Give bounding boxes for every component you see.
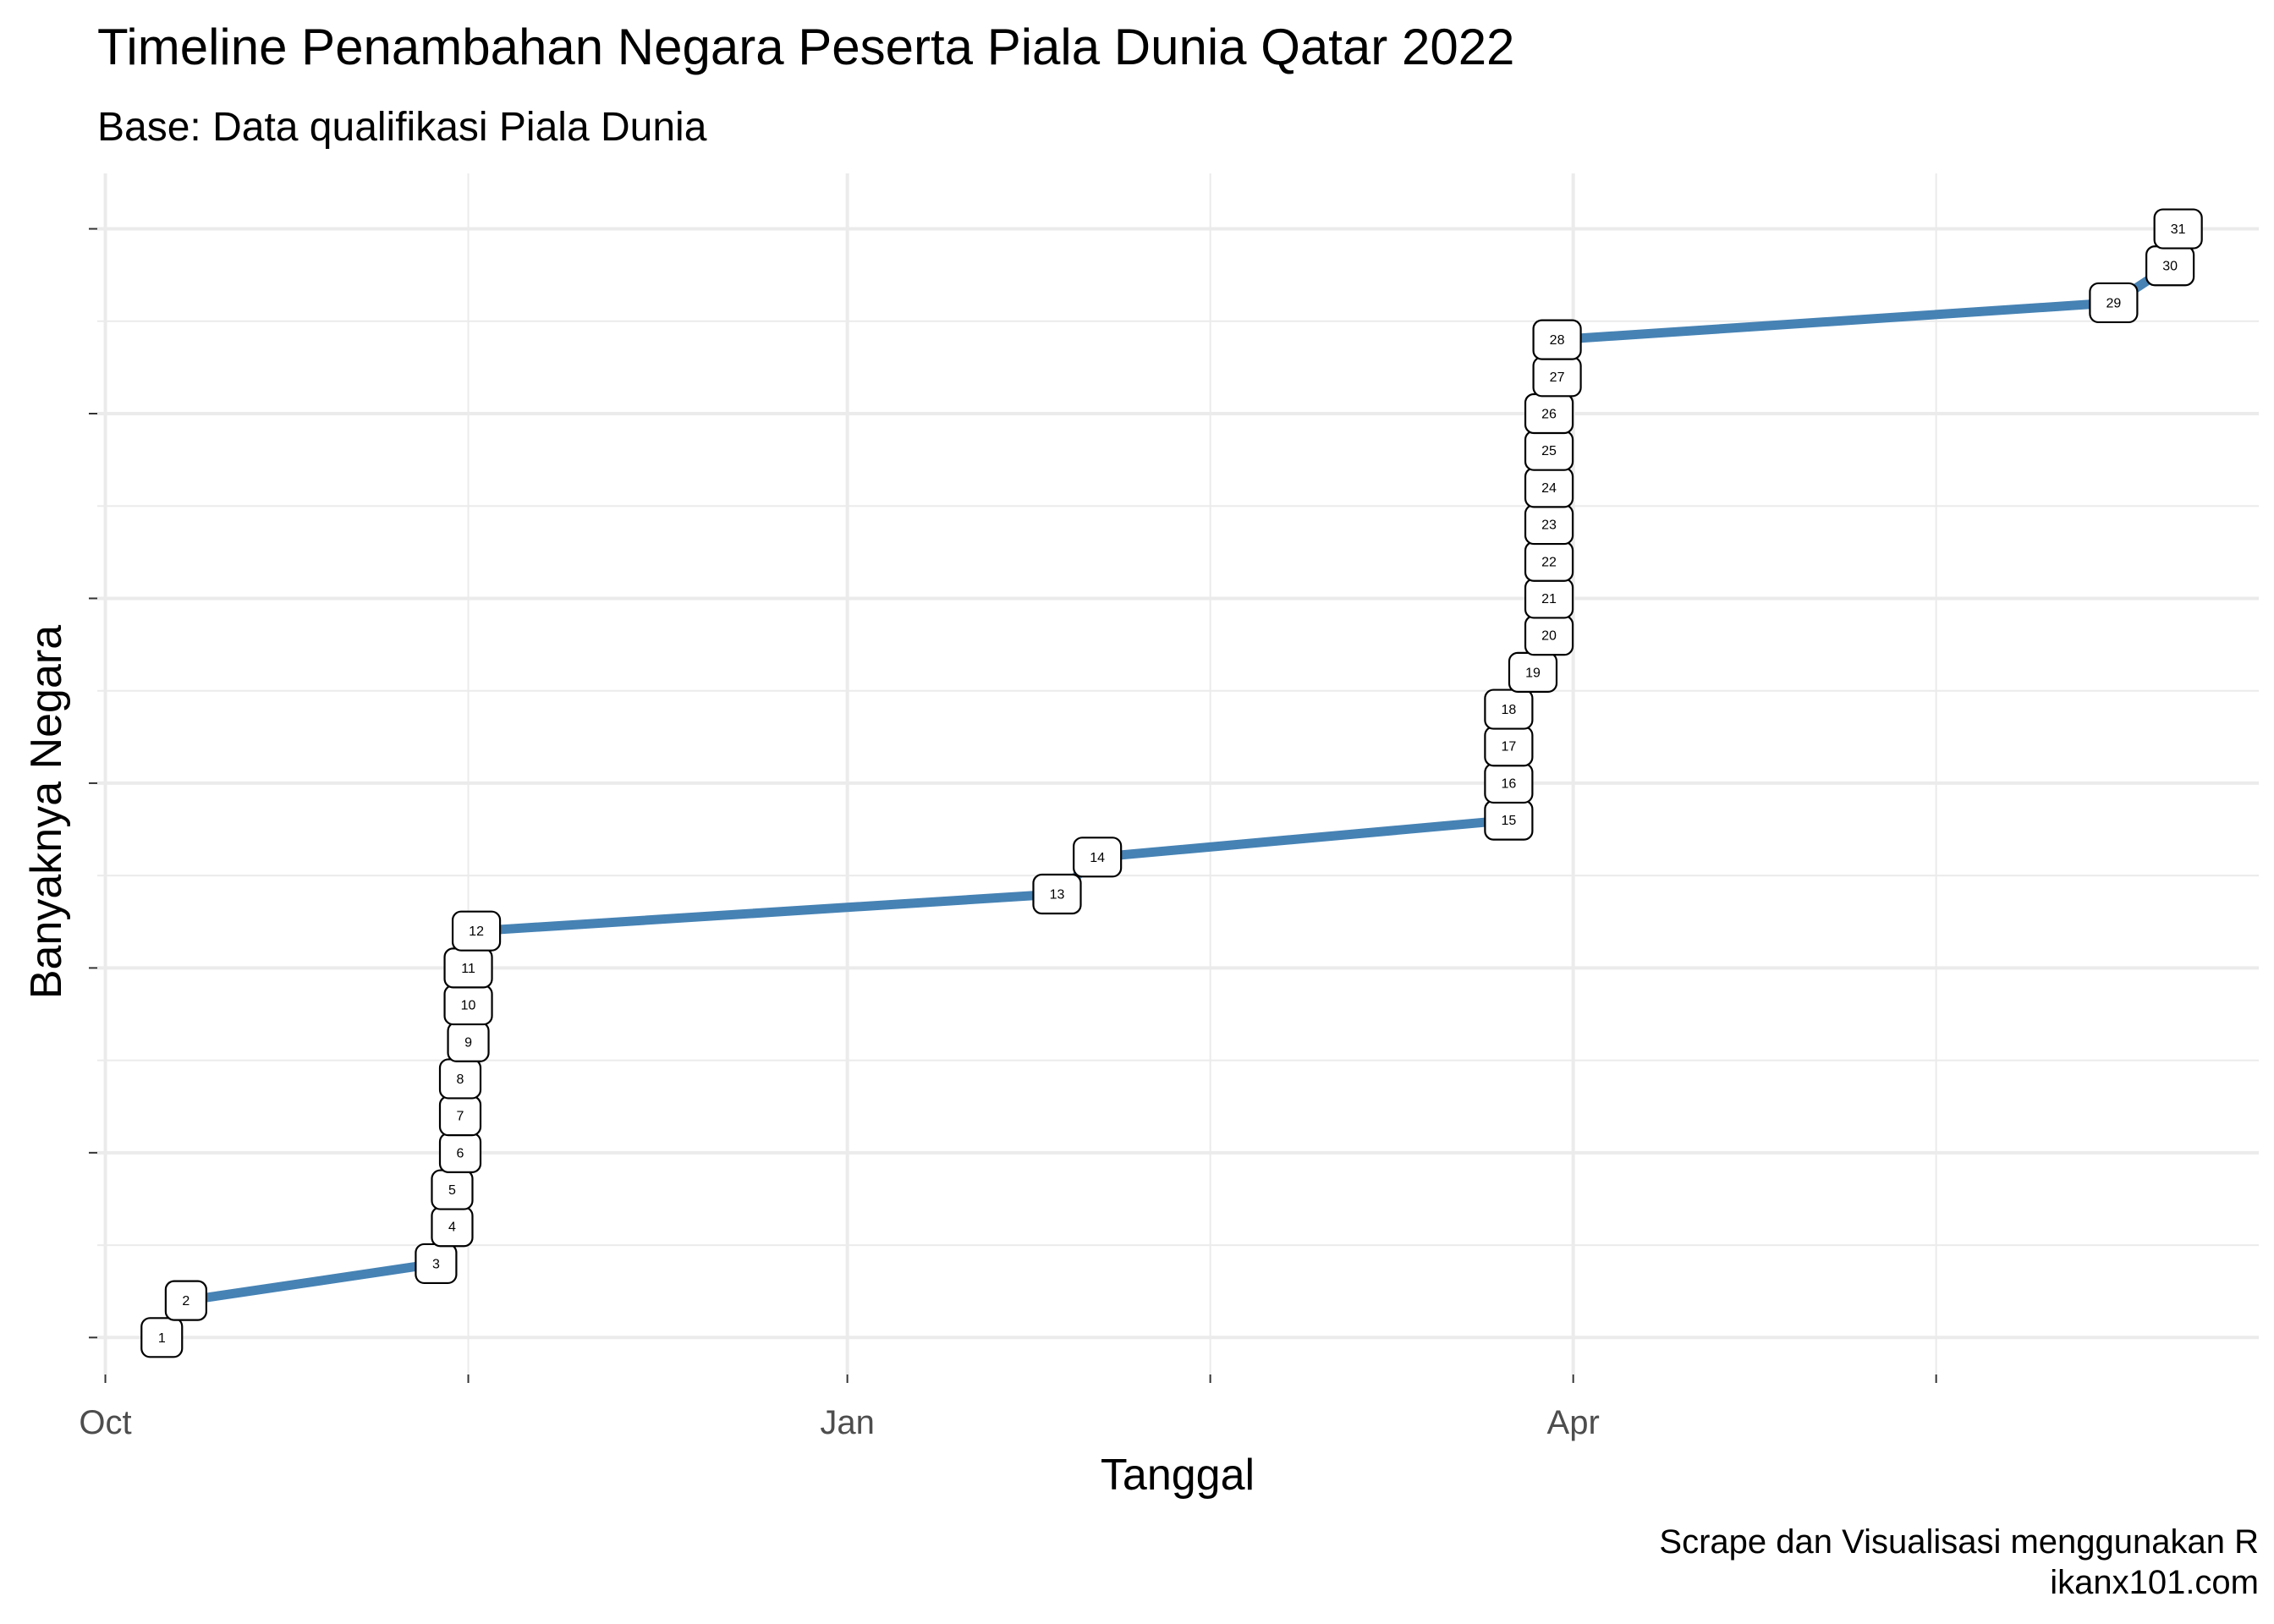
data-point-text: 22 (1541, 555, 1557, 569)
data-point-box (2089, 282, 2139, 324)
data-point-label: 15 (1484, 799, 1534, 841)
data-point-label: 5 (431, 1169, 474, 1210)
data-point-label: 22 (1524, 540, 1574, 582)
grid (97, 173, 2259, 1374)
data-point-label: 23 (1524, 503, 1574, 546)
chart-subtitle: Base: Data qualifikasi Piala Dunia (97, 105, 707, 150)
data-point-text: 7 (457, 1110, 464, 1124)
data-point-box (451, 910, 502, 952)
axis-ticks (89, 228, 1937, 1383)
data-point-label: 9 (447, 1021, 490, 1062)
data-point-box (2153, 208, 2203, 250)
data-point-label: 1 (140, 1317, 184, 1358)
data-point-box (1032, 873, 1082, 915)
data-point-text: 8 (457, 1073, 464, 1087)
data-point-label: 17 (1484, 726, 1534, 767)
data-point-box (1073, 837, 1123, 878)
data-point-text: 27 (1550, 370, 1565, 385)
x-axis-title: Tanggal (1101, 1451, 1255, 1500)
data-point-box (164, 1280, 207, 1321)
x-tick-label: Jan (820, 1404, 875, 1441)
data-point-text: 14 (1090, 851, 1105, 865)
data-point-text: 23 (1541, 518, 1557, 533)
data-point-text: 15 (1501, 814, 1516, 828)
data-point-text: 26 (1541, 408, 1557, 422)
data-point-label: 3 (415, 1243, 458, 1285)
data-point-text: 12 (469, 924, 484, 939)
x-tick-label: Apr (1547, 1404, 1600, 1441)
data-point-text: 25 (1541, 444, 1557, 458)
data-point-label: 10 (443, 984, 493, 1026)
data-point-label: 8 (438, 1058, 482, 1100)
data-point-label: 14 (1073, 837, 1123, 878)
data-point-label: 21 (1524, 578, 1574, 619)
x-tick-label: Oct (79, 1404, 131, 1441)
data-point-text: 16 (1501, 776, 1516, 791)
data-point-label: 11 (443, 947, 493, 989)
data-point-text: 11 (461, 962, 475, 976)
data-point-text: 29 (2106, 296, 2121, 310)
data-point-text: 10 (461, 999, 476, 1013)
data-point-label: 20 (1524, 615, 1574, 656)
caption-line-2: ikanx101.com (2050, 1564, 2259, 1601)
data-point-text: 20 (1541, 629, 1557, 644)
data-point-label: 13 (1032, 873, 1082, 915)
data-point-text: 13 (1050, 888, 1065, 903)
data-point-label: 24 (1524, 467, 1574, 508)
data-point-label: 18 (1484, 689, 1534, 730)
data-point-label: 2 (164, 1280, 207, 1321)
data-point-text: 31 (2171, 222, 2186, 237)
data-point-box (1532, 319, 1582, 360)
data-point-text: 6 (457, 1146, 464, 1160)
data-point-label: 6 (438, 1132, 482, 1173)
x-tick-labels: Oct Jan Apr (79, 1404, 1599, 1441)
data-point-label: 30 (2145, 245, 2195, 287)
data-point-text: 24 (1541, 481, 1557, 496)
data-point-text: 1 (158, 1331, 166, 1346)
data-point-text: 5 (448, 1183, 456, 1198)
data-point-label: 28 (1532, 319, 1582, 360)
data-point-text: 17 (1501, 740, 1516, 754)
data-point-label: 29 (2089, 282, 2139, 324)
data-point-label: 26 (1524, 392, 1574, 435)
data-point-label: 7 (438, 1095, 482, 1137)
chart-title: Timeline Penambahan Negara Peserta Piala… (97, 19, 1514, 75)
data-point-text: 3 (432, 1257, 440, 1271)
data-point-box (140, 1317, 184, 1358)
data-point-label: 12 (451, 910, 502, 952)
data-point-text: 19 (1525, 666, 1541, 680)
data-point-text: 2 (182, 1294, 190, 1309)
y-axis-title: Banyaknya Negara (22, 625, 71, 999)
data-point-text: 30 (2162, 260, 2178, 274)
data-point-text: 21 (1541, 592, 1557, 606)
data-point-text: 28 (1550, 333, 1565, 348)
data-point-label: 27 (1532, 356, 1582, 398)
data-point-box (1484, 689, 1534, 730)
data-point-text: 4 (448, 1221, 456, 1235)
data-point-label: 31 (2153, 208, 2203, 250)
data-point-label: 16 (1484, 762, 1534, 804)
data-point-label: 25 (1524, 430, 1574, 471)
caption-line-1: Scrape dan Visualisasi menggunakan R (1659, 1523, 2259, 1561)
data-point-label: 4 (431, 1206, 474, 1248)
data-points: 1234567891011121314151617181920212223242… (140, 208, 2203, 1358)
data-point-text: 18 (1501, 703, 1516, 717)
data-point-label: 19 (1508, 651, 1558, 693)
data-point-text: 9 (464, 1035, 472, 1050)
